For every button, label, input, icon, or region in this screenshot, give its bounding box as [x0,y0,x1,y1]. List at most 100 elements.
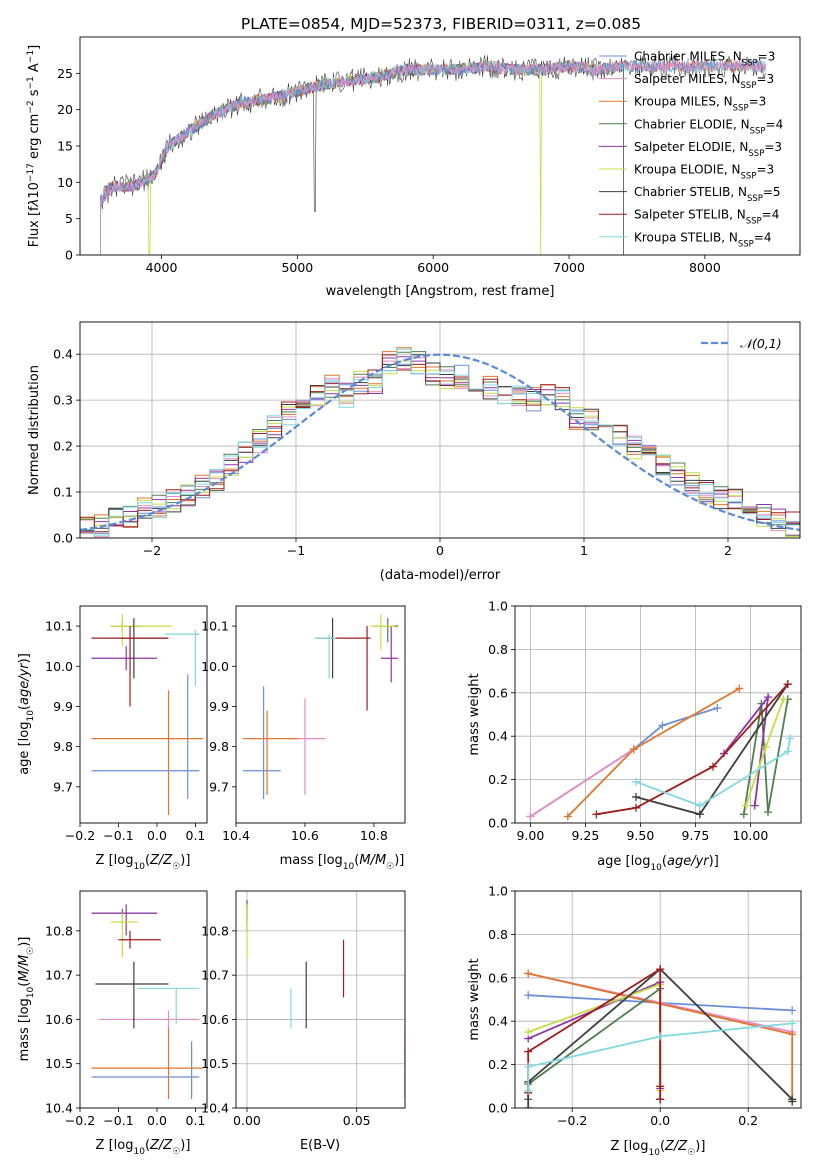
spectrum-line-0 [100,59,767,255]
legend-label-1: Salpeter MILES, NSSP=3 [634,72,774,91]
x-tick-label: −0.1 [103,828,133,843]
y-tick-label: 1.0 [488,884,508,899]
spectrum-line-2 [100,59,767,255]
axes-frame [514,605,802,824]
legend-label-5: Kroupa ELODIE, NSSP=3 [634,163,774,182]
weight-marker-8 [695,801,704,810]
spectrum-line-7 [100,60,624,255]
y-tick-label: 0.4 [53,347,73,362]
y-tick-label: 0.8 [488,642,508,657]
weight-marker-7 [783,680,792,689]
histogram-7 [80,354,800,538]
x-axis-label: (data-model)/error [380,568,501,583]
y-tick-label: 0.2 [488,772,508,787]
weight-line-8 [635,738,791,807]
y-axis-label: mass weight [467,673,482,755]
y-tick-label: 0.2 [488,1057,508,1072]
x-axis-label: Z [log10(Z/Z☉)] [96,1138,191,1157]
weight-marker-7 [656,1095,665,1104]
y-tick-label: 10.7 [45,968,73,983]
y-tick-label: 9.8 [53,739,73,754]
spectrum-line-5 [100,60,624,255]
y-tick-label: 10.8 [201,923,229,938]
y-axis-label: mass weight [467,958,482,1040]
x-tick-label: 9.25 [571,828,599,843]
x-tick-label: −0.1 [103,1113,133,1128]
axes-age_vs_mass: 10.4 10.6 10.8 9.7 9.8 9.9 10.0 10.1 mass [log10… [201,605,406,872]
weight-marker-2 [563,812,572,821]
plot-area-mass_vs_EBV [236,891,405,1108]
weight-marker-8 [656,1032,665,1041]
plot-area-weight_vs_Z [515,891,801,1108]
weight-marker-5 [742,801,750,810]
weight-marker-5 [524,1028,533,1037]
weight-marker-7 [524,1047,533,1056]
axes-spectrum: 4000 5000 6000 7000 8000 0 5 10 15 20 25 wavelength… [26,36,801,299]
x-tick-label: 8000 [689,260,721,275]
y-tick-label: 10.6 [45,1012,73,1027]
axes-age_vs_Z: −0.2 −0.1 0.0 0.1 9.7 9.8 9.9 10.0 10.1 Z [log10(… [17,605,208,872]
y-tick-label: 0.4 [488,729,508,744]
y-tick-label: 9.9 [53,699,73,714]
y-tick-label: 0.8 [488,927,508,942]
x-tick-label: 9.50 [626,828,654,843]
axes-frame [79,321,801,539]
x-tick-label: −0.2 [557,1113,587,1128]
x-tick-label: 9.00 [516,828,544,843]
x-axis-label: E(B-V) [300,1138,340,1153]
x-axis-label: Z [log10(Z/Z☉)] [96,853,191,872]
axes-mass_vs_Z: −0.2 −0.1 0.0 0.1 10.4 10.5 10.6 10.7 10.8 Z [log… [17,890,208,1157]
y-tick-label: 10 [57,175,73,190]
y-tick-label: 9.7 [53,779,73,794]
y-tick-label: 5 [65,211,73,226]
figure-title: PLATE=0854, MJD=52373, FIBERID=0311, z=0… [241,15,641,33]
weight-marker-6 [695,810,704,819]
weight-line-0 [529,707,718,818]
spectrum-line-8 [100,59,767,255]
weight-marker-7 [656,1082,665,1091]
y-tick-label: 25 [57,66,73,81]
weight-marker-4 [750,801,759,810]
legend-label-7: Salpeter STELIB, NSSP=4 [634,208,779,227]
weight-marker-1 [526,812,535,821]
y-tick-label: 10.4 [201,1101,229,1116]
legend-label-3: Chabrier ELODIE, NSSP=4 [634,117,783,136]
y-axis-label: Flux [fλ10−17 erg cm−2 s−1 A−1] [26,45,42,247]
weight-marker-8 [632,777,640,786]
y-tick-label: 10.5 [201,1056,229,1071]
x-tick-label: 0.00 [233,1113,261,1128]
y-tick-label: 9.9 [209,699,229,714]
y-tick-label: 9.8 [209,739,229,754]
weight-marker-7 [592,810,601,819]
axes-weight_vs_age: 9.00 9.25 9.50 9.75 10.00 0.0 0.2 0.4 0.6 0.8 1.0 a… [467,599,802,873]
axes-frame [79,605,208,824]
gaussian-curve [80,353,800,531]
y-tick-label: 10.1 [201,619,229,634]
weight-marker-6 [524,1104,533,1108]
axes-frame [235,890,406,1109]
weight-marker-0 [524,991,533,1000]
axes-residual_histogram: −2 −1 0 1 2 0.0 0.1 0.2 0.3 0.4 𝒩(0,1) (data-model)… [27,321,801,583]
x-tick-label: 0.05 [343,1113,371,1128]
x-tick-label: 0.0 [147,1113,167,1128]
y-tick-label: 10.4 [45,1101,73,1116]
y-tick-label: 10.0 [45,659,73,674]
weight-marker-5 [779,695,788,704]
x-tick-label: −2 [143,543,161,558]
x-axis-label: wavelength [Angstrom, rest frame] [326,284,555,299]
x-tick-label: 5000 [281,260,313,275]
plot-area-residual_histogram [80,322,800,538]
y-tick-label: 10.0 [201,659,229,674]
y-tick-label: 0.1 [53,485,73,500]
y-tick-label: 10.5 [45,1056,73,1071]
weight-marker-6 [788,1097,797,1106]
spectrum-line-3 [100,60,624,255]
x-tick-label: 2 [724,543,732,558]
weight-marker-2 [735,684,744,693]
y-tick-label: 0.0 [53,531,73,546]
weight-marker-8 [524,1062,533,1071]
plot-area-age_vs_Z [91,614,204,815]
y-tick-label: 0 [65,248,73,263]
x-tick-label: 0.1 [186,828,206,843]
